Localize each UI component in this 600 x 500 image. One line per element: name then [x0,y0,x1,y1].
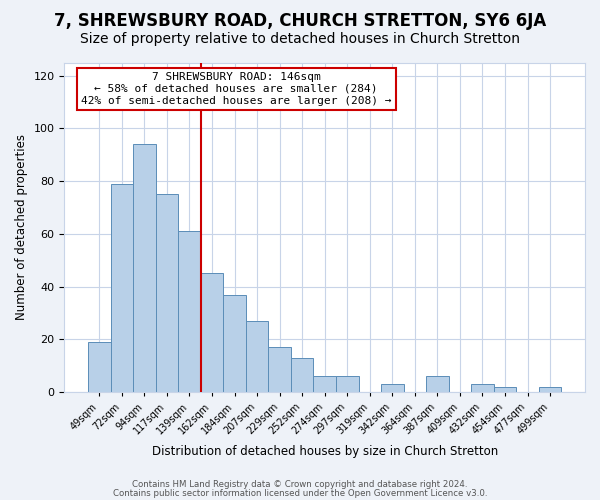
Bar [336,376,359,392]
Bar [155,194,178,392]
Text: Contains public sector information licensed under the Open Government Licence v3: Contains public sector information licen… [113,488,487,498]
Bar [426,376,449,392]
Y-axis label: Number of detached properties: Number of detached properties [15,134,28,320]
Bar [471,384,494,392]
Bar [178,232,201,392]
Bar [381,384,404,392]
Bar [268,348,291,392]
Bar [246,321,268,392]
Text: 7, SHREWSBURY ROAD, CHURCH STRETTON, SY6 6JA: 7, SHREWSBURY ROAD, CHURCH STRETTON, SY6… [54,12,546,30]
X-axis label: Distribution of detached houses by size in Church Stretton: Distribution of detached houses by size … [152,444,498,458]
Bar [539,387,562,392]
Bar [88,342,110,392]
Bar [313,376,336,392]
Bar [133,144,155,392]
Bar [110,184,133,392]
Text: Contains HM Land Registry data © Crown copyright and database right 2024.: Contains HM Land Registry data © Crown c… [132,480,468,489]
Text: Size of property relative to detached houses in Church Stretton: Size of property relative to detached ho… [80,32,520,46]
Bar [223,294,246,392]
Bar [291,358,313,392]
Bar [201,274,223,392]
Text: 7 SHREWSBURY ROAD: 146sqm
← 58% of detached houses are smaller (284)
42% of semi: 7 SHREWSBURY ROAD: 146sqm ← 58% of detac… [81,72,391,106]
Bar [494,387,516,392]
